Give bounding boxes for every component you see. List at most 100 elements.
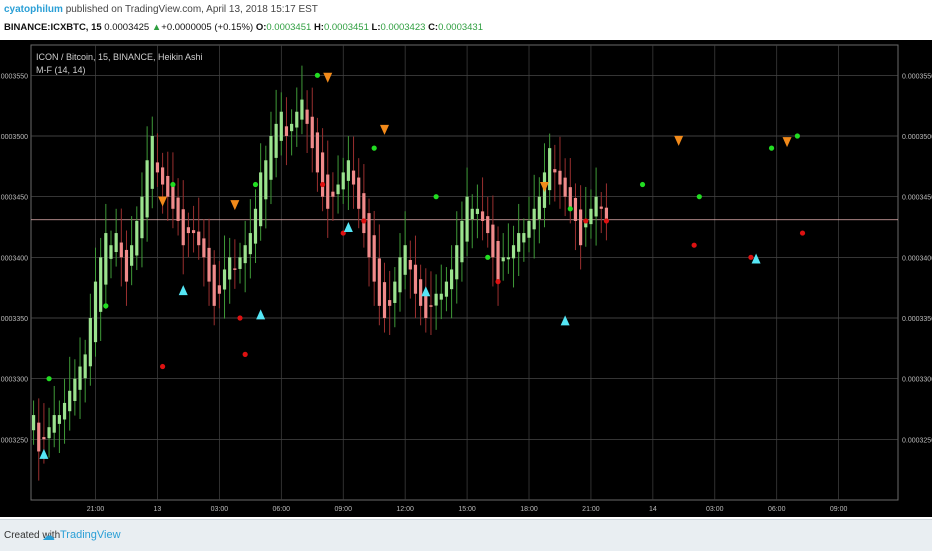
chart-area[interactable]: 0.0003250 0.0003300 0.0003350 0.0003400 0.00…: [0, 40, 932, 517]
candle: [403, 211, 407, 290]
down-triangle-marker: [674, 135, 684, 146]
candle: [62, 378, 67, 444]
candle: [604, 183, 609, 241]
up-arrow-icon: ▲: [151, 22, 162, 33]
down-triangle-marker: [323, 72, 333, 83]
candle: [73, 359, 77, 416]
buy-signal-dot: [314, 72, 321, 78]
open-label: O:: [255, 22, 267, 33]
candle: [341, 157, 345, 204]
candle: [558, 136, 562, 209]
candle: [419, 264, 423, 326]
x-tick-label: 06:00: [273, 506, 291, 513]
y-axis-right: 0.0003250 0.0003300 0.0003350 0.0003400 0.00…: [902, 73, 932, 444]
sell-signal-dot: [691, 242, 697, 248]
candle: [284, 97, 289, 166]
candle: [186, 212, 191, 258]
x-tick-label: 03:00: [706, 506, 724, 513]
sell-signal-dot: [319, 181, 326, 188]
x-tick-label: 06:00: [768, 506, 786, 513]
footer: Created with ☁ TradingView: [0, 519, 932, 551]
x-tick-label: 09:00: [830, 506, 848, 513]
candle: [599, 192, 603, 234]
candle: [207, 218, 211, 306]
buy-signal-dot: [567, 206, 573, 212]
candle: [408, 240, 412, 299]
x-tick-label: 15:00: [458, 506, 476, 513]
header: cyatophilum published on TradingView.com…: [0, 0, 932, 40]
buy-signal-dot: [46, 376, 52, 382]
down-triangle-marker: [380, 124, 390, 135]
tradingview-logo-icon[interactable]: ☁: [42, 528, 55, 543]
y-tick-label-left: 0.0003450: [0, 195, 28, 202]
candle: [202, 218, 206, 287]
close-label: C:: [428, 22, 439, 33]
change-value: +0.0000005 (+0.15%): [161, 22, 254, 33]
candle: [346, 136, 350, 210]
published-text: published on TradingView.com, April 13, …: [65, 4, 318, 15]
candle: [93, 247, 98, 357]
up-triangle-marker: [421, 286, 431, 297]
candle: [233, 239, 237, 289]
candle: [279, 92, 283, 156]
y-tick-label-left: 0.0003500: [0, 134, 28, 141]
candle: [176, 178, 180, 236]
candle: [181, 180, 185, 275]
sell-signal-dot: [603, 218, 610, 224]
low-value: 0.0003423: [380, 22, 426, 33]
candle: [238, 242, 242, 284]
candle: [548, 133, 552, 205]
candle: [527, 196, 531, 253]
up-triangle-marker: [751, 253, 761, 264]
candle: [155, 133, 160, 187]
candle: [377, 224, 381, 326]
y-tick-label-right: 0.0003400: [902, 255, 932, 262]
last-price: 0.0003425: [104, 22, 150, 33]
candle: [78, 337, 82, 419]
y-tick-label-right: 0.0003300: [902, 377, 932, 384]
candle: [31, 400, 36, 445]
candle: [119, 208, 123, 287]
sell-signal-dot: [748, 254, 754, 260]
x-tick-label: 12:00: [396, 506, 414, 513]
plot-frame: [30, 44, 899, 501]
candle: [99, 237, 103, 341]
candle: [104, 203, 108, 309]
x-tick-label: 18:00: [520, 506, 538, 513]
buy-signal-dot: [433, 194, 439, 200]
y-tick-label-right: 0.0003500: [902, 134, 932, 141]
candle: [584, 186, 588, 247]
buy-signal-dot: [696, 194, 702, 200]
up-triangle-marker: [343, 222, 353, 232]
x-axis: 21:00 13 03:00 06:00 09:00 12:00 15:00 18:00 21:…: [87, 506, 848, 513]
y-tick-label-right: 0.0003550: [902, 73, 932, 80]
x-tick-label: 03:00: [211, 506, 229, 513]
low-label: L:: [371, 22, 381, 33]
y-tick-label-left: 0.0003250: [0, 437, 28, 444]
open-value: 0.0003451: [266, 22, 312, 33]
candle: [413, 235, 418, 318]
candle: [393, 267, 397, 328]
buy-signal-dot: [485, 254, 491, 260]
x-tick-label: 21:00: [582, 506, 600, 513]
quote-line: BINANCE:ICXBTC, 15 0.0003425 ▲+0.0000005…: [4, 22, 483, 33]
indicator-label: M-F (14, 14): [36, 65, 86, 75]
price-chart[interactable]: 0.0003250 0.0003300 0.0003350 0.0003400 0.00…: [0, 40, 932, 517]
candle: [320, 128, 325, 212]
candle: [388, 270, 392, 335]
close-value: 0.0003431: [438, 22, 484, 33]
candle: [37, 398, 41, 481]
candle: [372, 210, 376, 306]
author-link[interactable]: cyatophilum: [4, 4, 63, 15]
candle: [212, 250, 216, 326]
candle: [135, 206, 139, 271]
sell-signal-dot: [495, 279, 501, 285]
up-triangle-marker: [178, 285, 188, 296]
y-tick-label-right: 0.0003450: [902, 195, 932, 202]
candle: [109, 230, 113, 279]
candle: [140, 172, 144, 268]
candle: [398, 233, 402, 312]
candle: [253, 189, 258, 264]
candle: [171, 152, 175, 229]
tradingview-brand[interactable]: TradingView: [60, 529, 121, 541]
